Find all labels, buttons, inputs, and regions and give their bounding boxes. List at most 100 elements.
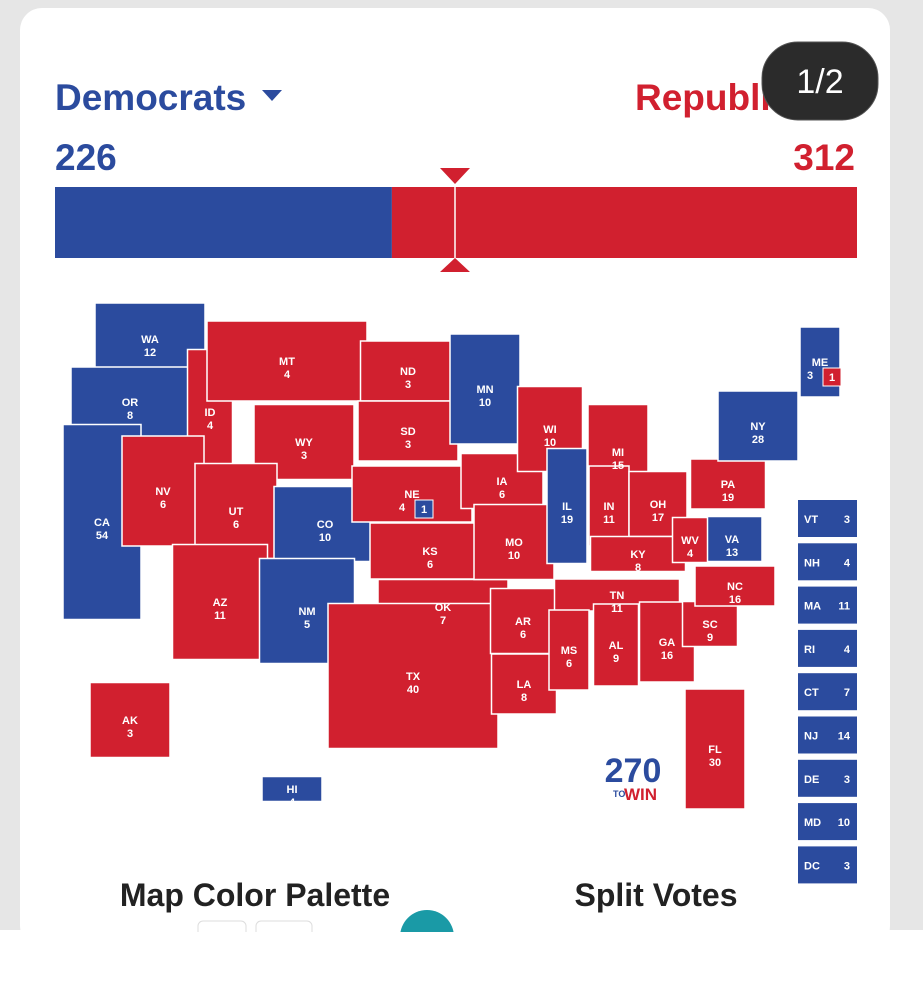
state-votes: 28 (752, 434, 764, 446)
state-abbr: MN (476, 384, 493, 396)
state[interactable] (546, 447, 588, 565)
state-votes: 4 (687, 548, 694, 560)
state-votes: 40 (407, 684, 419, 696)
small-state-abbr: NJ (804, 731, 818, 743)
state-abbr: OR (122, 397, 139, 409)
state-votes: 13 (726, 547, 738, 559)
small-state-votes: 4 (844, 557, 851, 569)
state[interactable] (717, 390, 799, 462)
state[interactable] (89, 681, 171, 759)
state-votes: 16 (661, 650, 673, 662)
small-state-abbr: VT (804, 514, 818, 526)
state[interactable] (588, 465, 630, 547)
small-state-box[interactable] (798, 673, 857, 711)
small-state-box[interactable] (798, 500, 857, 537)
small-state-abbr: NH (804, 557, 820, 569)
split-box[interactable] (414, 499, 434, 519)
split-votes: 1 (421, 504, 427, 516)
small-state-box[interactable] (798, 629, 857, 667)
state-abbr: PA (721, 479, 736, 491)
small-state-votes: 7 (844, 687, 850, 699)
state[interactable] (490, 653, 558, 715)
dem-bar (55, 187, 392, 258)
small-state-box[interactable] (798, 716, 857, 754)
state-votes: 19 (561, 514, 573, 526)
small-state-votes: 11 (838, 601, 850, 613)
logo-win: WIN (624, 785, 657, 804)
small-state-votes: 3 (844, 514, 850, 526)
page-counter: 1/2 (796, 63, 843, 101)
cutoff (0, 932, 923, 992)
state-abbr: TX (406, 671, 421, 683)
state-abbr: WA (141, 334, 159, 346)
small-state-abbr: MD (804, 817, 821, 829)
small-state-votes: 3 (844, 774, 850, 786)
state-votes: 10 (508, 550, 520, 562)
state-abbr: KY (630, 549, 646, 561)
state-abbr: CA (94, 517, 110, 529)
small-state-abbr: RI (804, 644, 815, 656)
small-state-abbr: DE (804, 774, 819, 786)
state-votes: 4 (399, 502, 406, 514)
state-votes: 9 (707, 632, 713, 644)
small-state-votes: 4 (844, 644, 851, 656)
state[interactable] (171, 543, 269, 661)
state[interactable] (449, 333, 521, 445)
state[interactable] (194, 462, 278, 560)
state-abbr: ND (400, 366, 416, 378)
dem-label: Democrats (55, 77, 246, 118)
state-votes: 54 (96, 530, 109, 542)
state-votes: 6 (233, 519, 239, 531)
state-votes: 4 (207, 420, 214, 432)
state[interactable] (694, 565, 776, 607)
state[interactable] (261, 775, 323, 803)
state-votes: 9 (613, 653, 619, 665)
state[interactable] (671, 516, 709, 564)
state-abbr: WI (543, 424, 556, 436)
state-votes: 3 (127, 728, 133, 740)
state[interactable] (684, 688, 746, 810)
small-state-box[interactable] (798, 586, 857, 624)
state[interactable] (589, 535, 687, 573)
state[interactable] (701, 515, 763, 563)
state-votes: 5 (304, 619, 310, 631)
state[interactable] (548, 609, 590, 691)
small-state-box[interactable] (798, 803, 857, 841)
state[interactable] (592, 603, 640, 687)
state-votes: 4 (289, 797, 296, 809)
small-state-box[interactable] (798, 846, 857, 884)
state-abbr: NY (750, 421, 766, 433)
state-abbr: IL (562, 501, 572, 513)
state-abbr: NC (727, 581, 743, 593)
state-abbr: VA (725, 534, 740, 546)
state[interactable] (94, 302, 206, 376)
small-state-box[interactable] (798, 759, 857, 797)
dem-dropdown[interactable] (262, 90, 282, 101)
state-votes: 19 (722, 492, 734, 504)
state-abbr: MO (505, 537, 523, 549)
state[interactable] (689, 458, 767, 510)
state-votes: 11 (603, 514, 615, 526)
state[interactable] (359, 340, 457, 402)
state-abbr: AZ (213, 597, 228, 609)
state-abbr: OH (650, 499, 667, 511)
state-abbr: SC (702, 619, 717, 631)
state-abbr: NV (155, 486, 171, 498)
logo-to: TO (613, 789, 625, 799)
state[interactable] (327, 602, 499, 750)
state-votes: 3 (405, 379, 411, 391)
state[interactable] (473, 503, 555, 581)
small-state-votes: 10 (838, 817, 850, 829)
small-state-box[interactable] (798, 543, 857, 581)
state[interactable] (681, 600, 739, 648)
state-abbr: NE (404, 489, 419, 501)
small-state-votes: 3 (844, 860, 850, 872)
state-abbr: TN (610, 590, 625, 602)
state-abbr: ME (812, 357, 829, 369)
state-abbr: KS (422, 546, 437, 558)
split-box[interactable] (822, 367, 842, 387)
state-abbr: ID (205, 407, 216, 419)
split-votes: 1 (829, 372, 835, 384)
state-votes: 30 (709, 757, 721, 769)
